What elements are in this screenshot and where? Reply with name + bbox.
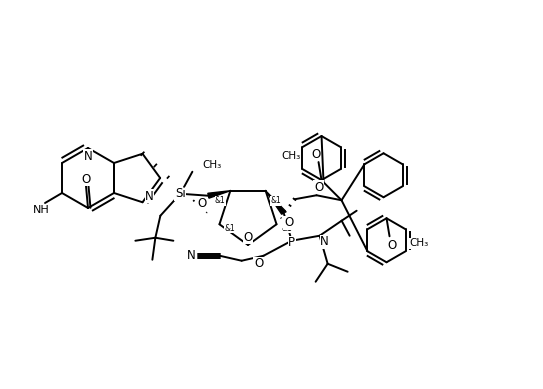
Text: O: O xyxy=(254,257,263,270)
Text: O: O xyxy=(311,147,320,161)
Text: Si: Si xyxy=(175,187,186,200)
Polygon shape xyxy=(208,191,230,198)
Text: NH: NH xyxy=(33,205,49,215)
Text: O: O xyxy=(243,231,252,244)
Text: P: P xyxy=(288,236,295,249)
Polygon shape xyxy=(266,191,286,214)
Text: N: N xyxy=(187,249,196,262)
Text: O: O xyxy=(284,216,293,229)
Text: O: O xyxy=(387,239,396,252)
Text: CH₃: CH₃ xyxy=(409,238,429,248)
Text: &1: &1 xyxy=(270,196,281,205)
Text: O: O xyxy=(81,172,91,186)
Text: &1: &1 xyxy=(224,224,235,233)
Text: CH₃: CH₃ xyxy=(281,151,300,161)
Text: &1: &1 xyxy=(281,224,292,233)
Text: &1: &1 xyxy=(215,196,226,205)
Text: N: N xyxy=(320,235,329,248)
Text: O: O xyxy=(198,197,207,210)
Text: N: N xyxy=(145,190,154,203)
Text: O: O xyxy=(314,181,323,194)
Text: N: N xyxy=(84,149,92,163)
Text: CH₃: CH₃ xyxy=(203,160,222,170)
